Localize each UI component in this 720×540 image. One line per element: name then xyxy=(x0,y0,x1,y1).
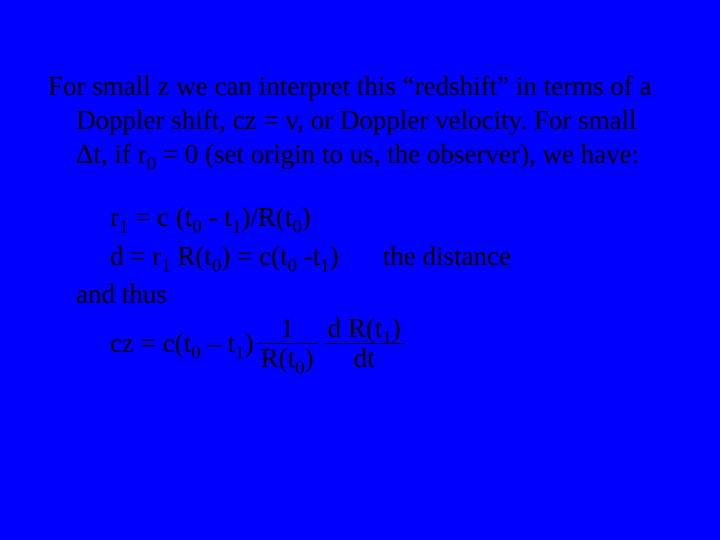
eq2-t3: ) = c(t xyxy=(221,241,287,271)
eq4-t1: cz = c(t xyxy=(110,328,191,358)
frac2-num-pre: d R(t xyxy=(328,313,383,343)
equation-block: r1 = c (t0 - t1)/R(t0) d = r1 R(t0) = c(… xyxy=(48,199,672,371)
eq2-t2: R(t xyxy=(171,241,212,271)
eq4-t2: – t xyxy=(201,328,236,358)
frac2-num-sub: 1 xyxy=(382,327,391,348)
eq2-s3: 0 xyxy=(288,255,297,276)
equation-d: d = r1 R(t0) = c(t0 -t1) the distance xyxy=(76,238,672,274)
eq4-t3: ) xyxy=(245,328,254,358)
eq1-s2: 0 xyxy=(192,217,201,238)
eq1-t5: ) xyxy=(302,202,311,232)
frac2-num-end: ) xyxy=(392,313,401,343)
frac2-den: dt xyxy=(324,344,405,372)
eq2-s2: 0 xyxy=(212,255,221,276)
eq2-t4: -t xyxy=(297,241,320,271)
frac1-den-pre: R(t xyxy=(261,343,296,373)
eq4-s2: 1 xyxy=(235,342,244,363)
eq1-t4: )/R(t xyxy=(241,202,292,232)
slide-body: For small z we can interpret this “redsh… xyxy=(0,0,720,540)
eq1-t1: r xyxy=(110,202,119,232)
fraction-1-over-R: 1 R(t0) xyxy=(257,315,318,372)
frac2-num: d R(t1) xyxy=(324,315,405,344)
intro-paragraph: For small z we can interpret this “redsh… xyxy=(48,70,672,171)
eq1-s4: 0 xyxy=(292,217,301,238)
eq2-t5: ) xyxy=(330,241,339,271)
para-sub-0: 0 xyxy=(147,153,156,174)
distance-label: the distance xyxy=(383,238,511,274)
para-part2: = 0 (set origin to us, the observer), we… xyxy=(156,139,639,169)
eq1-t2: = c (t xyxy=(128,202,192,232)
eq4-lhs: cz = c(t0 – t1) xyxy=(110,325,254,361)
eq2-t1: d = r xyxy=(110,241,161,271)
frac1-num: 1 xyxy=(257,315,318,344)
eq2-s1: 1 xyxy=(161,255,170,276)
frac1-den-end: ) xyxy=(305,343,314,373)
equation-r1: r1 = c (t0 - t1)/R(t0) xyxy=(76,199,672,235)
eq1-t3: - t xyxy=(202,202,232,232)
and-thus-line: and thus xyxy=(76,276,672,312)
eq1-s3: 1 xyxy=(232,217,241,238)
eq4-s1: 0 xyxy=(191,342,200,363)
equation-cz: cz = c(t0 – t1) 1 R(t0) d R(t1) dt xyxy=(76,315,672,372)
eq2-s4: 1 xyxy=(320,255,329,276)
frac1-den-sub: 0 xyxy=(295,357,304,378)
eq2-formula: d = r1 R(t0) = c(t0 -t1) xyxy=(110,238,339,274)
fraction-dR-dt: d R(t1) dt xyxy=(324,315,405,372)
frac1-den: R(t0) xyxy=(257,344,318,372)
